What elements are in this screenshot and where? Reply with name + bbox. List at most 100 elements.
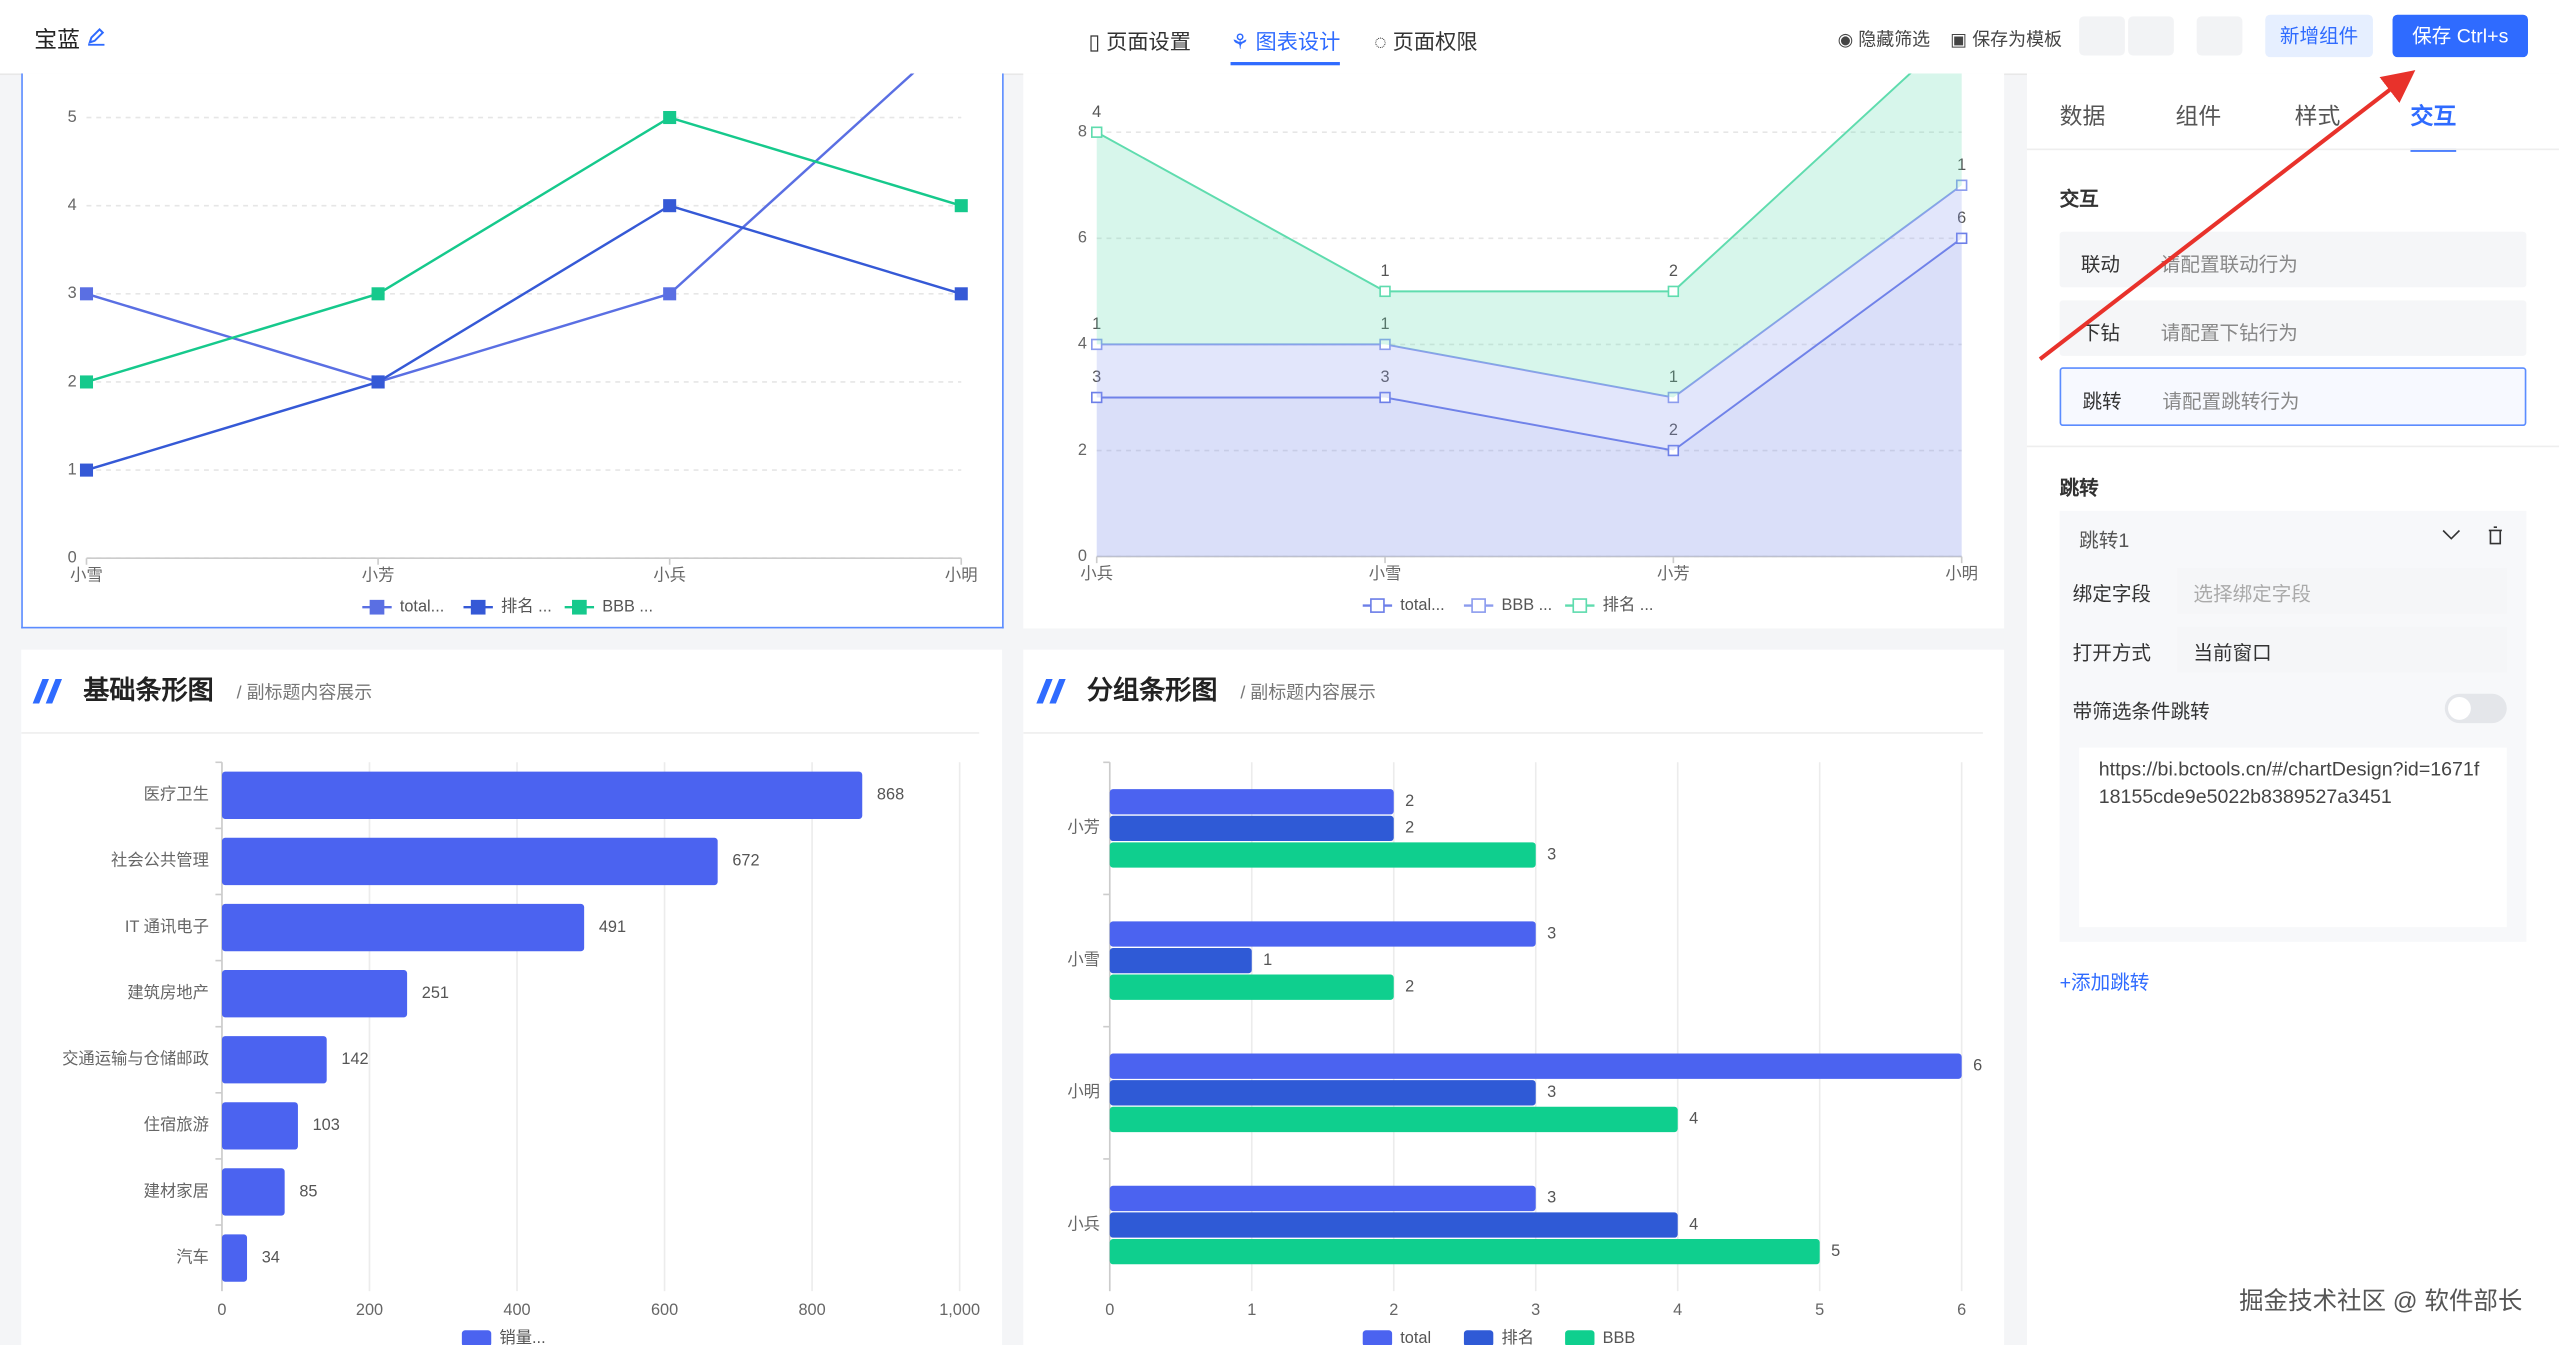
- toggle[interactable]: [2444, 693, 2507, 724]
- bar: [221, 969, 408, 1018]
- chart-card[interactable]: 0246810小兵小雪小芳小明332611114123total...BBB .…: [1023, 73, 2005, 629]
- field-select[interactable]: 选择绑定字段: [2177, 568, 2507, 614]
- save-button[interactable]: 保存 Ctrl+s: [2392, 14, 2528, 58]
- page-title: 宝蓝: [34, 26, 80, 53]
- legend-label: total...: [1400, 596, 1444, 614]
- x-tick-label: 400: [503, 1301, 530, 1319]
- y-tick-label: 5: [68, 108, 77, 126]
- bar: [221, 903, 585, 952]
- interaction-row[interactable]: 跳转 请配置跳转行为: [2059, 367, 2527, 427]
- x-tick-label: 0: [217, 1301, 226, 1319]
- x-tick-label: 5: [1815, 1301, 1824, 1319]
- panel-tab[interactable]: 交互: [2410, 100, 2457, 152]
- data-label: 34: [262, 1248, 280, 1266]
- panel-tab[interactable]: 数据: [2059, 102, 2106, 129]
- data-label: 4: [1092, 103, 1101, 121]
- add-jump[interactable]: +添加跳转: [2059, 971, 2150, 995]
- bar: [1109, 1106, 1678, 1133]
- data-label: 6: [1957, 209, 1966, 227]
- edit-icon[interactable]: [86, 26, 106, 46]
- section-title: 交互: [2059, 187, 2099, 211]
- x-tick-label: 小兵: [653, 567, 686, 585]
- data-label: 3: [1092, 368, 1101, 386]
- tab[interactable]: ⚘ 图表设计: [1230, 24, 1341, 66]
- divider: [2026, 445, 2559, 448]
- point: [1667, 444, 1680, 457]
- open-select[interactable]: 当前窗口: [2177, 626, 2507, 673]
- data-label: 1: [1669, 368, 1678, 386]
- data-label: 1: [1380, 315, 1389, 333]
- point: [79, 375, 94, 389]
- interaction-row[interactable]: 下钻 请配置下钻行为: [2059, 300, 2527, 356]
- tablet-view[interactable]: [2128, 16, 2174, 56]
- action[interactable]: ◉ 隐藏筛选: [1837, 31, 1931, 51]
- chart-card[interactable]: 基础条形图 / 副标题内容展示 0 200 400 600 800 1,000 医疗卫生 868 社…: [21, 649, 1003, 1345]
- data-label: 4: [1689, 1215, 1698, 1233]
- y-tick-label: IT 通讯电子: [125, 918, 209, 936]
- bar: [221, 1234, 248, 1282]
- legend-label: BBB ...: [602, 598, 653, 616]
- chart-card[interactable]: 分组条形图 / 副标题内容展示 0 1 2 3 4 5 6 小芳 2 2 3 小雪 3 1 2 小明 6 3 4 小兵 3 4…: [1023, 649, 2005, 1345]
- row-placeholder: 请配置联动行为: [2160, 253, 2298, 276]
- legend-label: 排名: [1501, 1329, 1534, 1345]
- y-tick-label: 2: [68, 372, 77, 390]
- point: [663, 199, 677, 213]
- action[interactable]: ▣ 保存为模板: [1950, 31, 2062, 51]
- x-tick-label: 3: [1531, 1301, 1540, 1319]
- bar: [1109, 1080, 1536, 1106]
- bar: [1109, 842, 1536, 868]
- data-label: 3: [1380, 368, 1389, 386]
- y-tick-label: 1: [68, 460, 77, 478]
- legend-label: 排名 ...: [1603, 596, 1654, 614]
- bar: [1109, 1238, 1820, 1265]
- y-tick-label: 建材家居: [144, 1182, 209, 1200]
- chart: 分组条形图 / 副标题内容展示 0 1 2 3 4 5 6 小芳 2 2 3 小雪 3 1 2 小明 6 3 4 小兵 3 4…: [1023, 675, 1983, 1345]
- bar: [1109, 1053, 1962, 1079]
- chart: 基础条形图 / 副标题内容展示 0 200 400 600 800 1,000 医疗卫生 868 社…: [21, 675, 980, 1345]
- legend-swatch: [470, 599, 486, 615]
- x-tick-label: 800: [798, 1301, 825, 1319]
- tab[interactable]: ◌ 页面权限: [1374, 29, 1478, 54]
- chart-subtitle: / 副标题内容展示: [237, 682, 373, 702]
- bar: [1109, 789, 1394, 815]
- legend-swatch: [572, 599, 587, 615]
- legend-label: total...: [400, 598, 444, 616]
- panel-tab[interactable]: 样式: [2294, 102, 2341, 129]
- point: [1955, 232, 1968, 245]
- copy-button[interactable]: [2196, 16, 2243, 56]
- panel-tab[interactable]: 组件: [2175, 102, 2222, 129]
- legend-swatch: [369, 599, 385, 615]
- area-fill: [1096, 73, 1962, 398]
- legend-label: total: [1400, 1329, 1431, 1345]
- y-tick-label: 6: [1078, 229, 1087, 247]
- x-tick-label: 小明: [945, 567, 978, 585]
- interaction-row[interactable]: 联动 请配置联动行为: [2059, 231, 2527, 288]
- point: [79, 463, 94, 477]
- point: [954, 287, 968, 301]
- watermark: 掘金技术社区 @ 软件部长: [2239, 1287, 2523, 1316]
- y-tick-label: 医疗卫生: [144, 786, 209, 804]
- data-label: 85: [299, 1182, 317, 1200]
- y-tick-label: 2: [1078, 441, 1087, 459]
- legend-label: 排名 ...: [501, 598, 552, 616]
- action-label: 隐藏筛选: [1858, 31, 1931, 51]
- url-textarea[interactable]: https://bi.bctools.cn/#/chartDesign?id=1…: [2079, 747, 2507, 928]
- y-tick-label: 建筑房地产: [127, 984, 209, 1002]
- x-tick-label: 小雪: [1369, 565, 1402, 583]
- add-button[interactable]: 新增组件: [2265, 14, 2373, 58]
- desktop-view[interactable]: [2079, 16, 2125, 56]
- y-tick-label: 3: [68, 284, 77, 302]
- title-icon: [32, 679, 63, 704]
- bar: [1109, 921, 1536, 947]
- data-label: 2: [1405, 819, 1414, 837]
- jump-icons[interactable]: [2441, 526, 2506, 546]
- chart-card[interactable]: 0123456小雪小芳小兵小明total...排名 ...BBB ...: [21, 73, 1004, 629]
- bar: [221, 1036, 327, 1084]
- point: [1379, 338, 1391, 351]
- point: [371, 375, 385, 389]
- point: [1379, 391, 1391, 404]
- data-label: 491: [599, 918, 626, 936]
- data-label: 4: [1689, 1110, 1698, 1128]
- tab[interactable]: ▯ 页面设置: [1088, 29, 1192, 54]
- legend-swatch: [1572, 598, 1588, 613]
